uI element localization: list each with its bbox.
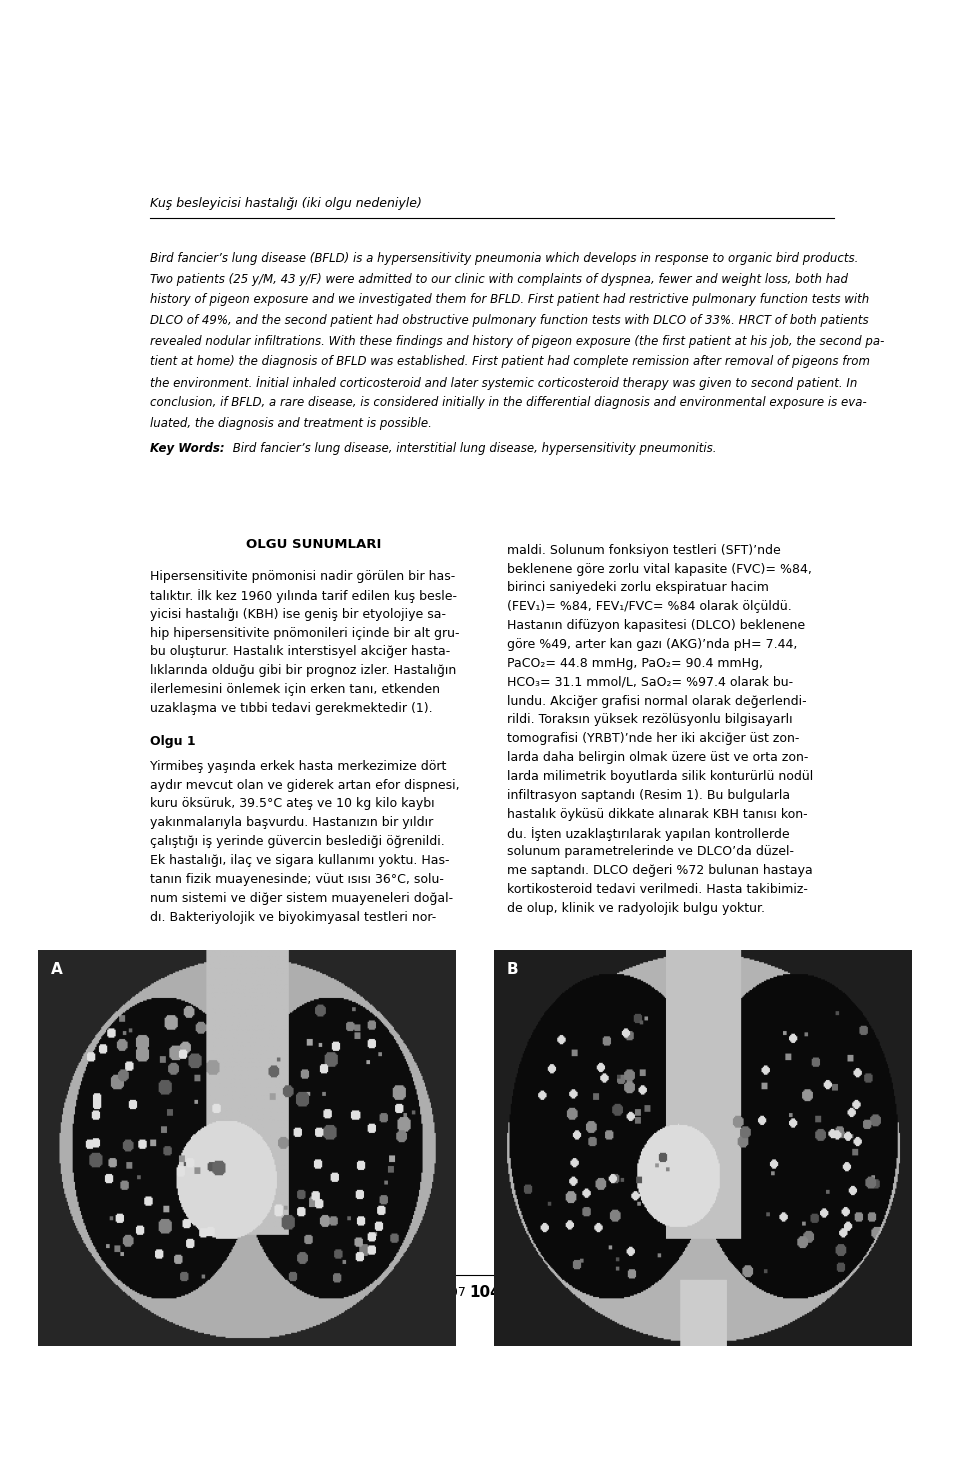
Text: Kuş besleyicisi hastalığı (iki olgu nedeniyle): Kuş besleyicisi hastalığı (iki olgu nede… [150, 197, 421, 211]
Text: Tüberküloz ve Toraks Dergisi 2007; 55(1): 103-107: Tüberküloz ve Toraks Dergisi 2007; 55(1)… [150, 1285, 466, 1298]
Text: 104: 104 [469, 1285, 501, 1300]
Text: tomografisi (YRBT)’nde her iki akciğer üst zon-: tomografisi (YRBT)’nde her iki akciğer ü… [507, 732, 800, 745]
Text: kuru öksüruk, 39.5°C ateş ve 10 kg kilo kaybı: kuru öksüruk, 39.5°C ateş ve 10 kg kilo … [150, 797, 434, 810]
Text: yakınmalarıyla başvurdu. Hastanızın bir yıldır: yakınmalarıyla başvurdu. Hastanızın bir … [150, 816, 433, 830]
Text: aydır mevcut olan ve giderek artan efor dispnesi,: aydır mevcut olan ve giderek artan efor … [150, 779, 460, 791]
Text: birinci saniyedeki zorlu ekspiratuar hacim: birinci saniyedeki zorlu ekspiratuar hac… [507, 582, 769, 595]
Text: çalıştığı iş yerinde güvercin beslediği öğrenildi.: çalıştığı iş yerinde güvercin beslediği … [150, 835, 444, 849]
Text: history of pigeon exposure and we investigated them for BFLD. First patient had : history of pigeon exposure and we invest… [150, 294, 869, 307]
Text: talıktır. İlk kez 1960 yılında tarif edilen kuş besle-: talıktır. İlk kez 1960 yılında tarif edi… [150, 589, 457, 603]
Text: HCO₃= 31.1 mmol/L, SaO₂= %97.4 olarak bu-: HCO₃= 31.1 mmol/L, SaO₂= %97.4 olarak bu… [507, 675, 793, 689]
Text: rildi. Toraksın yüksek rezölüsyonlu bilgisayarlı: rildi. Toraksın yüksek rezölüsyonlu bilg… [507, 714, 793, 727]
Text: conclusion, if BFLD, a rare disease, is considered initially in the differential: conclusion, if BFLD, a rare disease, is … [150, 396, 867, 410]
Text: tient at home) the diagnosis of BFLD was established. First patient had complete: tient at home) the diagnosis of BFLD was… [150, 355, 870, 368]
Text: solunum parametrelerinde ve DLCO’da düzel-: solunum parametrelerinde ve DLCO’da düze… [507, 846, 794, 858]
Text: DLCO of 49%, and the second patient had obstructive pulmonary function tests wit: DLCO of 49%, and the second patient had … [150, 315, 869, 326]
Text: de olup, klinik ve radyolojik bulgu yoktur.: de olup, klinik ve radyolojik bulgu yokt… [507, 902, 765, 916]
Text: du. İşten uzaklaştırılarak yapılan kontrollerde: du. İşten uzaklaştırılarak yapılan kontr… [507, 827, 789, 840]
Text: num sistemi ve diğer sistem muayeneleri doğal-: num sistemi ve diğer sistem muayeneleri … [150, 892, 453, 905]
Text: Resim 1. Olgu 1’in toraks YRBT görünümü.: Resim 1. Olgu 1’in toraks YRBT görünümü. [150, 1223, 417, 1236]
Text: yicisi hastalığı (KBH) ise geniş bir etyolojiye sa-: yicisi hastalığı (KBH) ise geniş bir ety… [150, 608, 445, 620]
Text: luated, the diagnosis and treatment is possible.: luated, the diagnosis and treatment is p… [150, 417, 432, 430]
Text: hastalık öyküsü dikkate alınarak KBH tanısı kon-: hastalık öyküsü dikkate alınarak KBH tan… [507, 807, 807, 821]
Text: göre %49, arter kan gazı (AKG)’nda pH= 7.44,: göre %49, arter kan gazı (AKG)’nda pH= 7… [507, 638, 797, 651]
Text: revealed nodular infiltrations. With these findings and history of pigeon exposu: revealed nodular infiltrations. With the… [150, 334, 884, 347]
Text: lundu. Akciğer grafisi normal olarak değerlendi-: lundu. Akciğer grafisi normal olarak değ… [507, 695, 806, 708]
Text: maldi. Solunum fonksiyon testleri (SFT)’nde: maldi. Solunum fonksiyon testleri (SFT)’… [507, 543, 780, 556]
Text: Olgu 1: Olgu 1 [150, 735, 196, 748]
Text: me saptandı. DLCO değeri %72 bulunan hastaya: me saptandı. DLCO değeri %72 bulunan has… [507, 864, 812, 877]
Text: uzaklaşma ve tıbbi tedavi gerekmektedir (1).: uzaklaşma ve tıbbi tedavi gerekmektedir … [150, 702, 432, 715]
Text: OLGU SUNUMLARI: OLGU SUNUMLARI [246, 539, 381, 551]
Text: Hipersensitivite pnömonisi nadir görülen bir has-: Hipersensitivite pnömonisi nadir görülen… [150, 570, 455, 583]
Text: Bird fancier’s lung disease (BFLD) is a hypersensitivity pneumonia which develop: Bird fancier’s lung disease (BFLD) is a … [150, 252, 858, 266]
Text: Ek hastalığı, ilaç ve sigara kullanımı yoktu. Has-: Ek hastalığı, ilaç ve sigara kullanımı y… [150, 853, 449, 867]
Text: lıklarında olduğu gibi bir prognoz izler. Hastalığın: lıklarında olduğu gibi bir prognoz izler… [150, 665, 456, 677]
Text: (FEV₁)= %84, FEV₁/FVC= %84 olarak ölçüldü.: (FEV₁)= %84, FEV₁/FVC= %84 olarak ölçüld… [507, 601, 792, 613]
Text: B: B [507, 962, 518, 976]
Text: larda daha belirgin olmak üzere üst ve orta zon-: larda daha belirgin olmak üzere üst ve o… [507, 751, 808, 764]
Text: the environment. İnitial inhaled corticosteroid and later systemic corticosteroi: the environment. İnitial inhaled cortico… [150, 375, 857, 390]
Text: tanın fizik muayenesinde; vüut ısısı 36°C, solu-: tanın fizik muayenesinde; vüut ısısı 36°… [150, 873, 444, 886]
Text: ilerlemesini önlemek için erken tanı, etkenden: ilerlemesini önlemek için erken tanı, et… [150, 683, 440, 696]
Text: Two patients (25 y/M, 43 y/F) were admitted to our clinic with complaints of dys: Two patients (25 y/M, 43 y/F) were admit… [150, 273, 848, 286]
Text: beklenene göre zorlu vital kapasite (FVC)= %84,: beklenene göre zorlu vital kapasite (FVC… [507, 562, 812, 576]
Text: infiltrasyon saptandı (Resim 1). Bu bulgularla: infiltrasyon saptandı (Resim 1). Bu bulg… [507, 789, 790, 801]
Text: A: A [51, 962, 62, 976]
Text: Yirmibeş yaşında erkek hasta merkezimize dört: Yirmibeş yaşında erkek hasta merkezimize… [150, 760, 446, 773]
Text: PaCO₂= 44.8 mmHg, PaO₂= 90.4 mmHg,: PaCO₂= 44.8 mmHg, PaO₂= 90.4 mmHg, [507, 657, 763, 669]
Text: Key Words:: Key Words: [150, 442, 225, 456]
Text: larda milimetrik boyutlarda silik konturürlü nodül: larda milimetrik boyutlarda silik kontur… [507, 770, 813, 784]
Text: Bird fancier’s lung disease, interstitial lung disease, hypersensitivity pneumon: Bird fancier’s lung disease, interstitia… [229, 442, 717, 456]
Text: bu oluşturur. Hastalık interstisyel akciğer hasta-: bu oluşturur. Hastalık interstisyel akci… [150, 646, 450, 659]
Text: Hastanın difüzyon kapasitesi (DLCO) beklenene: Hastanın difüzyon kapasitesi (DLCO) bekl… [507, 619, 805, 632]
Text: kortikosteroid tedavi verilmedi. Hasta takibimiz-: kortikosteroid tedavi verilmedi. Hasta t… [507, 883, 807, 896]
Text: dı. Bakteriyolojik ve biyokimyasal testleri nor-: dı. Bakteriyolojik ve biyokimyasal testl… [150, 911, 436, 923]
Text: hip hipersensitivite pnömonileri içinde bir alt gru-: hip hipersensitivite pnömonileri içinde … [150, 626, 459, 640]
